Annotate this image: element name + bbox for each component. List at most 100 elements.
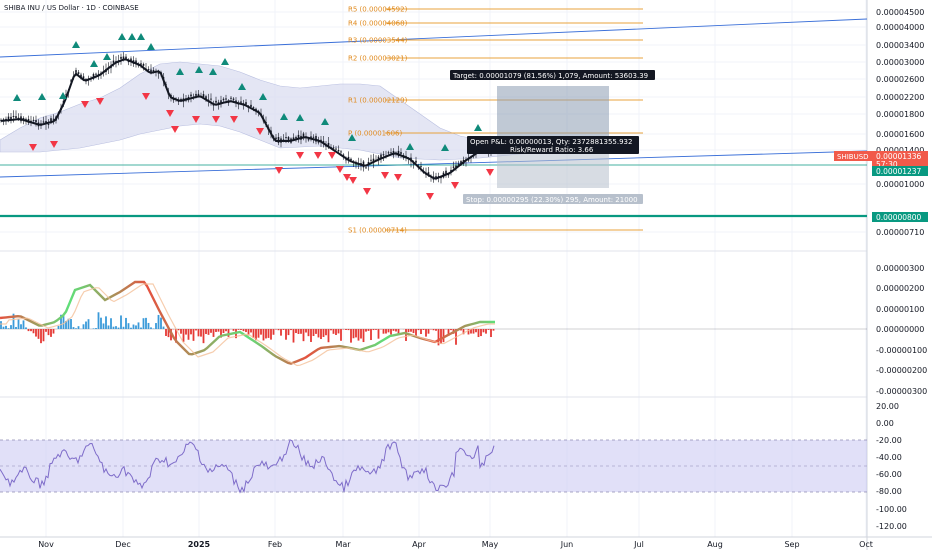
sell-signal-marker [486,169,494,176]
sell-signal-marker [381,172,389,179]
candle-body [122,56,125,60]
candle-body [322,141,325,143]
macd-tick-label: 0.00000300 [876,264,924,273]
sell-signal-marker [171,126,179,133]
buy-signal-marker [59,92,67,99]
macd-histogram-bar [162,326,165,329]
candle-body [435,176,437,179]
macd-histogram-bar [410,329,412,332]
macd-histogram-bar [30,329,32,332]
macd-histogram-bar [300,329,302,334]
candle-body [420,166,422,168]
symbol-label: SHIBUSD [837,153,869,161]
candle-body [232,98,235,100]
candle-body [10,116,12,120]
macd-histogram-bar [200,329,202,337]
time-tick-label: Aug [707,540,723,549]
macd-histogram-bar [45,329,47,332]
rsi-tick-label: -20.00 [876,436,902,445]
candle-body [452,166,455,168]
macd-histogram-bar [160,317,162,329]
macd-histogram-bar [365,329,367,332]
moving-average-line [0,58,491,180]
open-pl-label: Open P&L: 0.00000013, Qty: 2372881355.93… [470,138,632,146]
macd-histogram-bar [482,329,485,333]
candle-body [180,99,182,101]
rsi-tick-label: -60.00 [876,470,902,479]
macd-histogram-bar [125,317,127,329]
price-tick-label: 0.00001400 [876,146,924,155]
candle-body [382,154,385,156]
macd-histogram-bar [325,329,327,336]
buy-signal-marker [406,143,414,150]
macd-histogram-bar [150,327,152,329]
candle-body [345,159,347,161]
candle-body [97,73,100,75]
macd-histogram-bar [52,329,55,334]
buy-signal-marker [280,113,288,120]
candle-body [455,165,457,168]
candle-body [307,139,310,141]
macd-histogram-bar [297,329,300,335]
candle-body [365,167,367,169]
macd-histogram-bar [340,329,342,341]
candle-body [347,156,350,160]
sell-signal-marker [343,174,351,181]
macd-histogram-bar [102,323,105,329]
macd-histogram-bar [360,329,362,339]
macd-histogram-bar [112,326,115,329]
macd-histogram-bar [355,329,357,338]
candle-body [315,135,317,142]
candle-body [387,152,390,154]
macd-histogram-bar [265,329,267,339]
candle-body [317,141,320,143]
macd-histogram-bar [327,329,330,343]
macd-histogram-bar [37,329,40,339]
macd-histogram-bar [205,329,207,335]
sell-signal-marker [349,177,357,184]
macd-histogram-bar [187,329,190,340]
sell-signal-marker [451,182,459,189]
macd-histogram-bar [240,329,242,330]
price-tick-label: 0.00003400 [876,41,924,50]
time-tick-label: Jun [560,540,574,549]
macd-histogram-bar [330,329,332,331]
candle-body [275,137,277,140]
macd-histogram-bar [337,329,340,334]
sell-signal-marker [296,152,304,159]
time-tick-label: Mar [335,540,351,549]
macd-histogram-bar [347,329,350,331]
pl-label-box [467,136,639,154]
sell-signal-marker [275,167,283,174]
sell-signal-marker [336,166,344,173]
macd-histogram-bar [15,326,17,329]
candle-body [475,151,477,153]
time-tick-label: Oct [859,540,873,549]
macd-histogram-bar [217,329,220,332]
macd-histogram-bar [237,329,240,330]
macd-histogram-bar [220,329,222,338]
price-tick-label: 0.00002200 [876,93,924,102]
pivot-label: S1 (0.00000714) [348,227,407,235]
macd-histogram-bar [425,329,427,337]
macd-histogram-bar [192,329,195,341]
macd-histogram-bar [372,329,375,331]
rsi-tick-label: -40.00 [876,453,902,462]
candle-body [297,134,300,139]
macd-histogram-bar [72,327,75,329]
macd-histogram [0,312,495,346]
sell-signal-marker [96,98,104,105]
macd-histogram-bar [175,329,177,343]
macd-histogram-bar [57,325,60,329]
macd-line [0,280,495,365]
buy-signal-marker [137,33,145,40]
candle-body [22,118,25,120]
price-tick-label: 0.00000710 [876,228,924,237]
macd-histogram-bar [222,329,225,334]
macd-histogram-bar [210,329,212,333]
rr-label: Risk/Reward Ratio: 3.66 [510,146,594,154]
candle-body [147,69,150,71]
macd-histogram-bar [435,329,437,331]
stop-label: Stop: 0.00000295 (22.30%) 295, Amount: 2… [466,196,638,204]
